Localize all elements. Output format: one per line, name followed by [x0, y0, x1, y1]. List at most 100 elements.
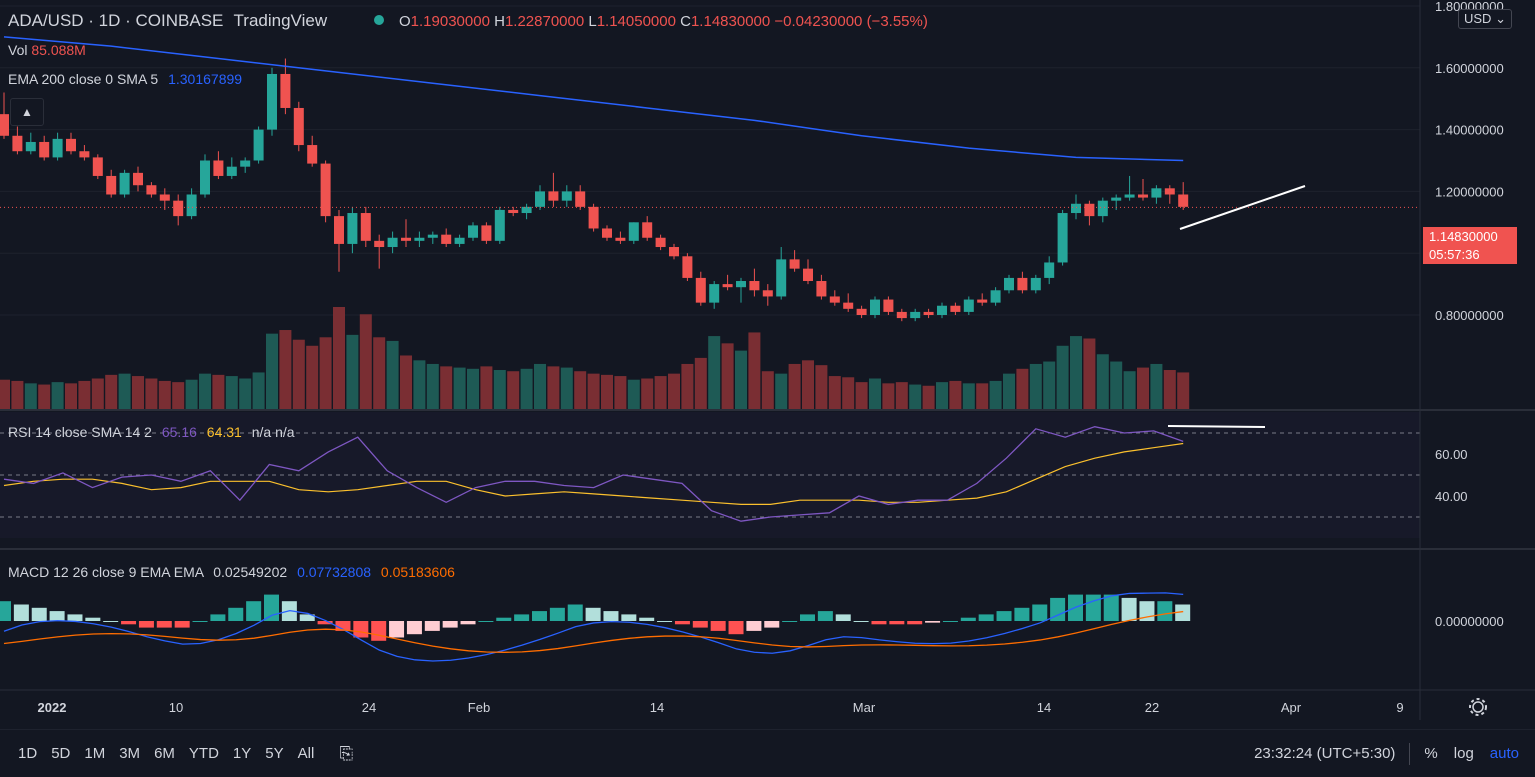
timeframe-button[interactable]: 5Y	[265, 745, 284, 762]
timeframe-button[interactable]: 5D	[51, 745, 71, 762]
date-range-icon[interactable]: ⎘	[339, 743, 354, 763]
macd-hist-bar	[657, 621, 673, 622]
macd-hist-bar	[1014, 607, 1030, 621]
volume-bar	[118, 373, 131, 410]
candle-body	[990, 290, 1001, 303]
candle-body	[240, 160, 251, 167]
timeframe-button[interactable]: 1D	[18, 745, 38, 762]
candle-body	[1164, 188, 1175, 195]
macd-hist-bar	[496, 617, 512, 621]
volume-bar	[936, 382, 948, 410]
symbol-title[interactable]: ADA/USD · 1D · COINBASE TradingView	[8, 11, 327, 31]
rsi-label: RSI 14 close SMA 14 2	[8, 424, 152, 440]
volume-bar	[252, 372, 265, 410]
macd-hist-bar	[871, 621, 887, 625]
vol-label: Vol	[8, 42, 28, 58]
timeframe-button[interactable]: 3M	[119, 745, 141, 762]
timeframe-button[interactable]: 1M	[84, 745, 106, 762]
candle-body	[669, 247, 679, 257]
candle-body	[910, 311, 921, 319]
candle-body	[1030, 277, 1041, 291]
macd-hist-bar	[621, 614, 637, 621]
macd-hist-bar	[424, 621, 440, 631]
volume-bar	[1163, 370, 1176, 410]
candle-body	[628, 222, 639, 241]
collapse-legend-button[interactable]: ▲	[10, 98, 44, 126]
timeframe-button[interactable]: YTD	[188, 745, 219, 762]
price-chart[interactable]: 1.800000001.600000001.400000001.20000000…	[0, 0, 1535, 730]
auto-toggle[interactable]: auto	[1489, 745, 1519, 762]
time-label: 24	[362, 700, 376, 715]
macd-hist-bar	[889, 621, 905, 625]
candle-body	[374, 240, 385, 248]
volume-bar	[587, 373, 600, 410]
candle-body	[709, 284, 720, 303]
candle-body	[347, 213, 358, 244]
candle-body	[441, 234, 452, 244]
candle-body	[52, 138, 63, 158]
candle-body	[12, 135, 23, 152]
volume-bar	[708, 336, 721, 410]
macd-hist-bar	[549, 607, 565, 621]
time-axis[interactable]: 2022 10 24 Feb 14 Mar 14 22 Apr 9	[38, 700, 1404, 715]
volume-bar	[976, 383, 989, 410]
timeframe-button[interactable]: 6M	[154, 745, 175, 762]
volume-bar	[91, 378, 104, 410]
candle-body	[119, 172, 130, 195]
macd-hist-bar	[1121, 597, 1137, 621]
ohlc-readout: O1.19030000 H1.22870000 L1.14050000 C1.1…	[399, 13, 928, 30]
settings-gear-icon[interactable]	[1469, 698, 1487, 716]
rsi-line	[3, 426, 1184, 522]
volume-bar	[467, 368, 479, 410]
candle-body	[521, 206, 532, 214]
volume-bar	[386, 340, 399, 410]
volume-bar	[1016, 368, 1029, 410]
volume-bar	[333, 307, 345, 410]
candle-body	[963, 299, 974, 312]
percent-toggle[interactable]: %	[1424, 745, 1438, 762]
volume-bar	[1110, 361, 1123, 410]
change-value: −0.04230000 (−3.55%)	[774, 13, 928, 30]
timeframe-button[interactable]: All	[297, 745, 315, 762]
macd-axis[interactable]: 0.00000000	[1435, 614, 1504, 629]
candle-body	[468, 225, 478, 238]
candle-body	[66, 138, 76, 152]
macd-signal-line	[3, 610, 1184, 653]
volume-bar	[346, 334, 359, 410]
volume-bar	[641, 378, 654, 410]
toolbar-divider	[1409, 742, 1411, 765]
rsi-trendline[interactable]	[1167, 425, 1266, 428]
ema-legend[interactable]: EMA 200 close 0 SMA 5 1.30167899	[8, 71, 242, 87]
macd-hist-bar	[835, 614, 851, 621]
candle-body	[870, 299, 880, 315]
volume-bar	[440, 366, 453, 410]
timeframe-button[interactable]: 1Y	[232, 745, 252, 762]
macd-hist-bar	[764, 621, 780, 628]
market-open-dot-icon	[374, 15, 384, 25]
time-label: 9	[1396, 700, 1403, 715]
trendline[interactable]	[1179, 185, 1306, 230]
log-toggle[interactable]: log	[1453, 745, 1474, 762]
volume-bar	[949, 380, 962, 410]
rsi-axis[interactable]: 60.00 40.00	[1435, 447, 1468, 504]
candle-body	[977, 299, 988, 303]
candle-body	[1044, 262, 1055, 278]
macd-hist-bar	[746, 621, 762, 631]
macd-hist-bar	[710, 621, 726, 631]
signal-value: 0.05183606	[380, 564, 455, 580]
rsi-legend[interactable]: RSI 14 close SMA 14 2 65.16 64.31 n/a n/…	[8, 424, 295, 440]
candle-body	[736, 281, 746, 288]
macd-legend[interactable]: MACD 12 26 close 9 EMA EMA 0.02549202 0.…	[8, 564, 455, 580]
market-status-icon[interactable]	[374, 12, 384, 29]
volume-bar	[962, 383, 975, 410]
clock[interactable]: 23:32:24 (UTC+5:30)	[1254, 745, 1396, 762]
source-label: TradingView	[233, 11, 328, 30]
candle-body	[481, 225, 492, 241]
c-label: C	[680, 13, 691, 30]
rsi-tick-label: 60.00	[1435, 447, 1468, 462]
candle-body	[106, 175, 117, 195]
volume-bar	[1056, 345, 1069, 410]
volume-legend[interactable]: Vol 85.088M	[8, 42, 86, 58]
currency-button[interactable]: USD ⌄	[1458, 9, 1512, 29]
volume-bar	[775, 373, 788, 410]
